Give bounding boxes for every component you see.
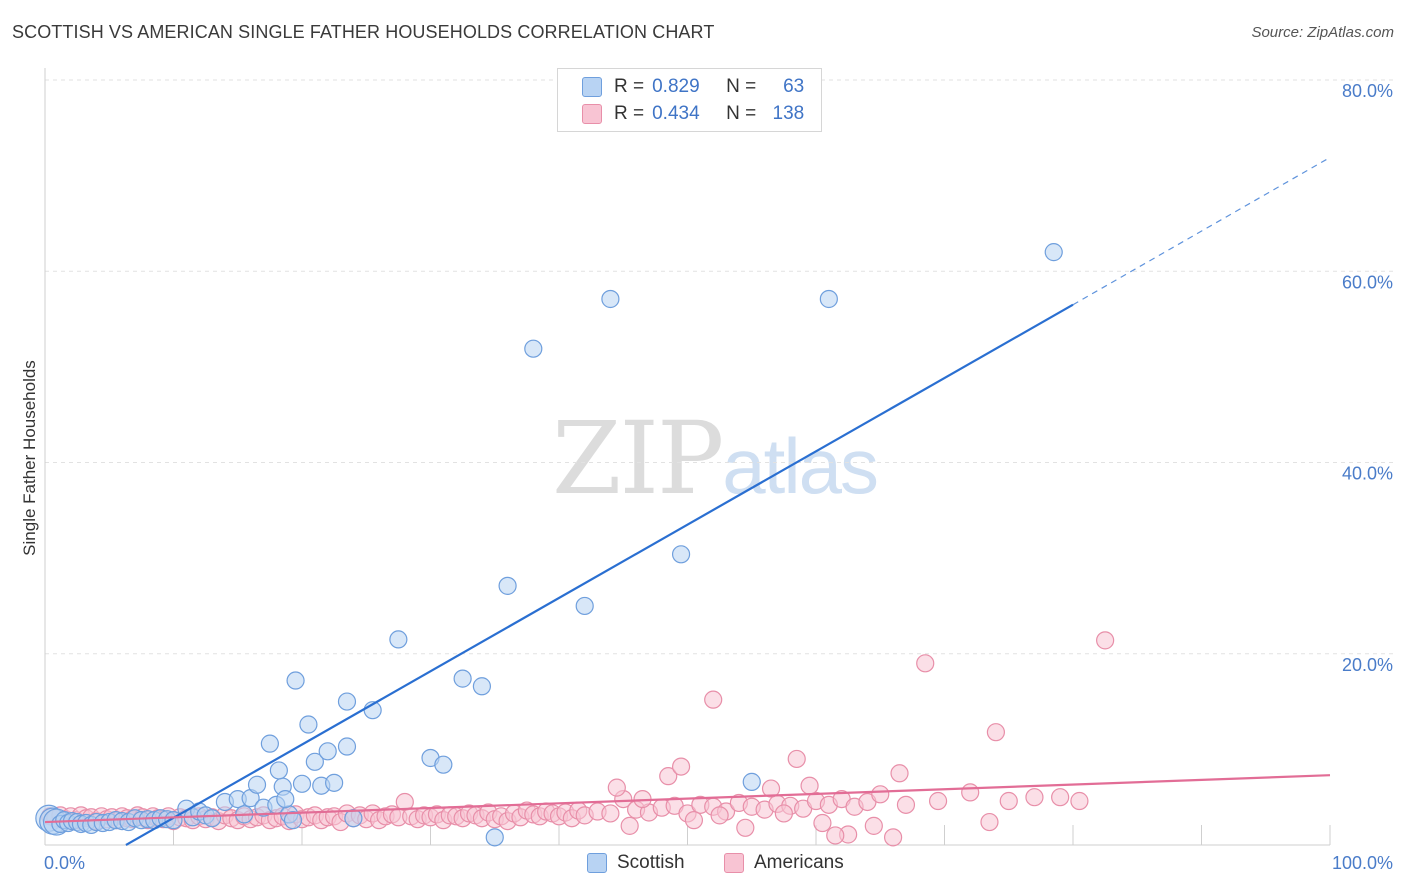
- data-point-americans: [787, 749, 806, 769]
- chart-title: SCOTTISH VS AMERICAN SINGLE FATHER HOUSE…: [12, 22, 715, 42]
- data-point-scottish: [472, 677, 491, 696]
- data-point-scottish: [485, 828, 504, 847]
- series-legend: Scottish Americans: [0, 852, 1406, 878]
- correlation-legend: R = 0.829 N = 63 R = 0.434 N = 138: [557, 68, 822, 132]
- data-point-scottish: [260, 734, 279, 753]
- x-tick-label: 0.0%: [44, 853, 85, 873]
- legend-swatch-americans: [724, 853, 744, 873]
- data-point-scottish: [337, 737, 357, 756]
- legend-n-value: 138: [772, 103, 805, 124]
- data-point-americans: [916, 654, 935, 673]
- data-point-americans: [710, 806, 729, 825]
- legend-r-value: 0.434: [652, 103, 700, 124]
- grid-lines: [45, 79, 1393, 655]
- data-point-scottish: [453, 669, 472, 688]
- legend-swatch-americans: [582, 104, 602, 124]
- legend-label-scottish: Scottish: [617, 852, 685, 873]
- y-tick-label: 40.0%: [1342, 464, 1393, 484]
- data-point-americans: [736, 818, 755, 837]
- series-scottish: [35, 243, 1063, 847]
- data-point-scottish: [434, 755, 453, 774]
- data-point-americans: [980, 812, 999, 832]
- legend-label-americans: Americans: [754, 852, 844, 873]
- data-point-scottish: [337, 692, 357, 711]
- data-point-americans: [890, 764, 909, 783]
- data-point-scottish: [276, 789, 295, 809]
- data-point-americans: [774, 804, 793, 823]
- legend-item-scottish[interactable]: Scottish: [587, 852, 685, 874]
- data-point-americans: [1025, 788, 1044, 807]
- data-point-scottish: [283, 811, 303, 830]
- data-point-americans: [871, 785, 890, 804]
- data-point-americans: [1096, 631, 1115, 650]
- data-point-americans: [800, 776, 819, 795]
- data-point-scottish: [344, 809, 363, 828]
- data-point-scottish: [671, 545, 691, 564]
- data-point-scottish: [318, 742, 337, 761]
- legend-row-scottish: R = 0.829 N = 63: [582, 76, 804, 98]
- x-tick-label: 100.0%: [1332, 853, 1393, 873]
- trend-line-americans: [44, 774, 1331, 824]
- legend-swatch-scottish: [587, 853, 607, 873]
- data-point-americans: [601, 804, 620, 823]
- legend-n-value: 63: [783, 76, 805, 97]
- data-point-scottish: [292, 774, 312, 793]
- trend-lines: [44, 156, 1331, 846]
- data-point-scottish: [742, 772, 761, 791]
- data-point-americans: [864, 816, 883, 835]
- legend-item-americans[interactable]: Americans: [724, 852, 844, 874]
- data-point-americans: [999, 791, 1018, 811]
- data-point-americans: [684, 811, 704, 830]
- data-point-americans: [620, 816, 639, 835]
- data-point-americans: [671, 757, 691, 776]
- data-point-scottish: [1044, 243, 1063, 262]
- trend-line-scottish-extension: [1072, 156, 1331, 306]
- watermark: ZIPatlas: [552, 400, 879, 517]
- legend-r-label: R =: [614, 103, 645, 124]
- data-point-scottish: [247, 775, 267, 794]
- y-tick-label: 80.0%: [1342, 81, 1393, 101]
- data-point-americans: [813, 813, 832, 833]
- legend-n-label: N =: [726, 76, 757, 97]
- data-point-scottish: [524, 339, 543, 358]
- watermark-zip: ZIP: [552, 400, 724, 517]
- data-point-americans: [986, 723, 1006, 742]
- data-point-americans: [1051, 788, 1070, 807]
- y-tick-label: 20.0%: [1342, 655, 1393, 675]
- data-point-scottish: [202, 809, 222, 828]
- y-tick-label: 60.0%: [1342, 272, 1393, 292]
- data-point-americans: [896, 795, 916, 814]
- watermark-atlas: atlas: [722, 422, 879, 510]
- trend-line-scottish: [125, 303, 1074, 846]
- data-point-americans: [704, 690, 723, 709]
- source-label: Source: ZipAtlas.com: [1251, 24, 1394, 41]
- axes: [44, 68, 1331, 846]
- tick-labels: 20.0% 40.0% 60.0% 80.0% 0.0% 100.0%: [44, 81, 1393, 873]
- legend-row-americans: R = 0.434 N = 138: [582, 103, 804, 125]
- data-point-scottish: [389, 630, 408, 649]
- y-axis-label: Single Father Households: [20, 360, 39, 556]
- data-point-americans: [826, 826, 845, 845]
- legend-r-value: 0.829: [652, 76, 700, 97]
- data-point-scottish: [601, 289, 620, 309]
- data-point-americans: [883, 828, 903, 847]
- data-point-scottish: [269, 761, 288, 780]
- legend-r-label: R =: [614, 76, 645, 97]
- data-point-americans: [1070, 791, 1089, 811]
- data-point-americans: [928, 791, 948, 811]
- data-point-scottish: [299, 715, 318, 734]
- legend-n-label: N =: [726, 103, 757, 124]
- data-point-scottish: [305, 752, 324, 771]
- data-point-scottish: [498, 576, 517, 595]
- data-point-americans: [607, 778, 626, 797]
- data-point-scottish: [325, 773, 344, 792]
- data-point-scottish: [819, 289, 838, 309]
- data-point-americans: [659, 767, 678, 786]
- data-point-scottish: [286, 671, 305, 690]
- data-point-americans: [761, 779, 781, 798]
- data-point-scottish: [575, 596, 594, 616]
- legend-swatch-scottish: [582, 77, 602, 97]
- data-point-americans: [961, 783, 980, 802]
